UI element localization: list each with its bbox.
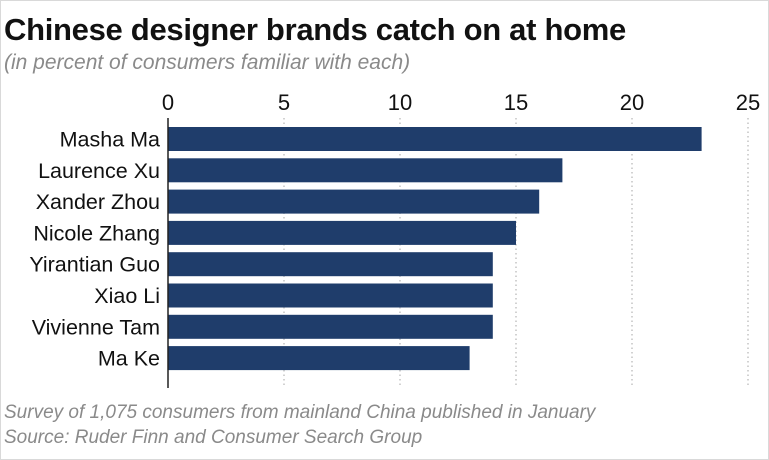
source-note: Source: Ruder Finn and Consumer Search G… [4, 427, 423, 448]
x-tick-label-25: 25 [736, 90, 760, 115]
category-label-yirantian-guo: Yirantian Guo [29, 253, 160, 277]
category-label-vivienne-tam: Vivienne Tam [32, 315, 160, 339]
x-tick-label-10: 10 [388, 90, 412, 115]
category-label-ma-ke: Ma Ke [98, 347, 160, 371]
chart-title: Chinese designer brands catch on at home [4, 12, 626, 47]
category-label-xander-zhou: Xander Zhou [36, 190, 160, 214]
bar-nicole-zhang [168, 220, 516, 245]
bar-laurence-xu [168, 158, 563, 183]
category-label-xiao-li: Xiao Li [94, 284, 160, 308]
bar-xander-zhou [168, 189, 540, 214]
x-tick-label-5: 5 [278, 90, 290, 115]
x-tick-label-0: 0 [162, 90, 174, 115]
bar-yirantian-guo [168, 252, 493, 277]
bar-chart: 0 5 10 15 20 25 Masha Ma Laurence Xu Xander Zhou… [29, 90, 760, 388]
chart-subtitle: (in percent of consumers familiar with e… [4, 51, 411, 74]
x-tick-label-20: 20 [620, 90, 644, 115]
bar-xiao-li [168, 283, 493, 308]
category-label-laurence-xu: Laurence Xu [38, 159, 160, 183]
survey-note: Survey of 1,075 consumers from mainland … [4, 402, 596, 423]
x-tick-label-15: 15 [504, 90, 528, 115]
bar-ma-ke [168, 346, 470, 371]
bar-masha-ma [168, 127, 702, 151]
category-label-masha-ma: Masha Ma [60, 128, 160, 152]
bar-vivienne-tam [168, 314, 493, 339]
category-label-nicole-zhang: Nicole Zhang [33, 221, 160, 245]
